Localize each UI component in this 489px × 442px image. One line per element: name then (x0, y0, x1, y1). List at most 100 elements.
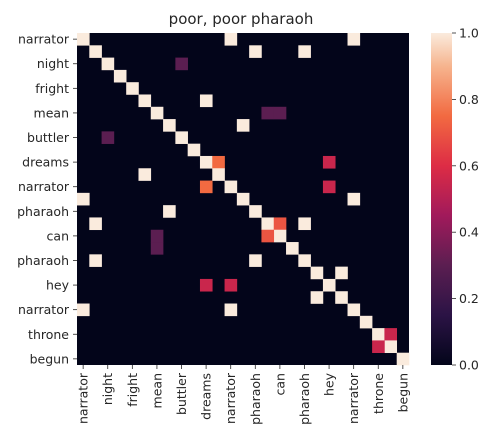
heatmap-cell (384, 328, 398, 341)
heatmap-cell (113, 69, 127, 83)
heatmap-cell (322, 180, 336, 194)
heatmap-cell (138, 168, 152, 181)
heatmap-cell (212, 168, 225, 181)
heatmap-cell (224, 33, 238, 46)
colorbar (431, 33, 452, 365)
heatmap-cell (249, 45, 262, 58)
heatmap-cell (163, 119, 176, 132)
heatmap-cell (347, 303, 361, 317)
heatmap-cell (261, 217, 275, 231)
heatmap-cells (77, 33, 410, 366)
heatmap-cell (261, 106, 275, 120)
y-tick-label: throne (28, 327, 69, 342)
heatmap-cell (77, 192, 90, 206)
heatmap-cell (89, 45, 102, 58)
heatmap-cell (236, 192, 250, 206)
heatmap-cell (126, 82, 139, 95)
heatmap-cell (77, 33, 90, 46)
y-tick-label: can (47, 228, 69, 243)
heatmap-cell (322, 155, 336, 169)
y-tick-label: narrator (18, 32, 70, 47)
heatmap-cell (187, 143, 201, 157)
colorbar-tick-label: 1.0 (459, 26, 479, 41)
heatmap-cell (199, 180, 213, 194)
heatmap-cell (224, 303, 238, 317)
y-tick-label: pharaoh (17, 204, 69, 219)
heatmap-cell (273, 217, 287, 231)
y-tick-label: dreams (22, 155, 69, 170)
colorbar-tick-label: 0.6 (459, 158, 479, 173)
y-tick-label: begun (30, 351, 69, 366)
heatmap-cell (261, 229, 275, 243)
heatmap-cell (273, 229, 287, 243)
heatmap-cell (150, 229, 164, 243)
x-tick-label: buttler (174, 372, 189, 415)
heatmap-cell (335, 291, 348, 304)
chart-title: poor, poor pharaoh (169, 10, 314, 28)
heatmap-cell (298, 254, 311, 267)
colorbar-tick-label: 0.2 (459, 291, 479, 306)
heatmap-cell (310, 266, 324, 280)
heatmap-cell (163, 205, 176, 218)
heatmap-cell (396, 352, 410, 366)
heatmap-cell (89, 217, 102, 231)
colorbar-tick-label: 0.0 (459, 358, 479, 373)
y-tick-label: fright (35, 81, 69, 96)
heatmap-cell (347, 192, 361, 206)
heatmap-cell (199, 155, 213, 169)
y-tick-label: narrator (18, 302, 70, 317)
heatmap-cell (335, 266, 348, 280)
heatmap-cell (150, 242, 164, 255)
heatmap-cell (249, 254, 262, 267)
x-tick-label: pharaoh (297, 373, 312, 425)
y-tick-label: buttler (27, 130, 70, 145)
x-tick-label: narrator (223, 372, 238, 424)
heatmap-cell (150, 106, 164, 120)
heatmap-cell (310, 291, 324, 304)
y-tick-label: pharaoh (17, 253, 69, 268)
x-tick-label: throne (371, 373, 386, 414)
x-tick-label: pharaoh (248, 373, 263, 425)
colorbar-tick-label: 0.4 (459, 225, 479, 240)
heatmap-cell (138, 94, 152, 108)
x-tick-label: hey (322, 372, 337, 396)
y-tick-label: hey (46, 278, 70, 293)
x-tick-label: night (100, 373, 115, 405)
x-tick-label: narrator (346, 372, 361, 424)
heatmap-cell (175, 131, 188, 144)
x-tick-label: dreams (199, 373, 214, 420)
heatmap-cell (249, 205, 262, 218)
y-axis-labels: narrator night fright mean buttler dreams narr… (17, 32, 77, 366)
x-tick-label: begun (395, 373, 410, 412)
x-tick-label: mean (149, 373, 164, 408)
x-tick-label: fright (125, 373, 140, 407)
x-tick-label: can (272, 373, 287, 395)
heatmap-cell (224, 180, 238, 194)
x-tick-label: narrator (76, 372, 91, 424)
heatmap-cell (199, 278, 213, 292)
heatmap-cell (372, 340, 385, 354)
heatmap-cell (347, 33, 361, 46)
heatmap-cell (273, 106, 287, 120)
heatmap-cell (372, 328, 385, 341)
heatmap-cell (359, 315, 373, 329)
heatmap-cell (322, 278, 336, 292)
heatmap-cell (89, 254, 102, 267)
heatmap-cell (286, 242, 299, 255)
heatmap-cell (101, 131, 115, 144)
heatmap-cell (77, 303, 90, 317)
heatmap-cell (298, 45, 311, 58)
y-tick-label: mean (34, 105, 69, 120)
x-axis-labels: narrator night fright mean buttler dreams narr… (76, 365, 410, 425)
heatmap-cell (212, 155, 225, 169)
heatmap-cell (298, 217, 311, 231)
heatmap-cell (101, 57, 115, 71)
heatmap-cell (175, 57, 188, 71)
y-tick-label: night (37, 56, 69, 71)
y-tick-label: narrator (18, 179, 70, 194)
heatmap-cell (384, 340, 398, 354)
colorbar-ticks: 0.0 0.2 0.4 0.6 0.8 1.0 (452, 26, 479, 373)
colorbar-tick-label: 0.8 (459, 92, 479, 107)
heatmap-cell (199, 94, 213, 108)
